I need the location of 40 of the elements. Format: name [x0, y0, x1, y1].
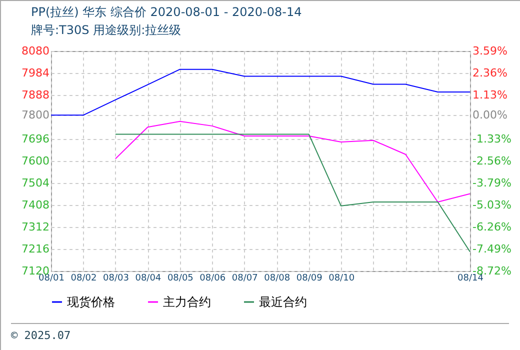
x-tick-label: 08/03: [102, 274, 129, 284]
y-tick-label: 7800: [22, 108, 50, 122]
chart-subtitle: 牌号:T30S 用途级别:拉丝级: [31, 23, 182, 37]
y2-tick-label: -3.79%: [472, 176, 512, 190]
y2-tick-label: -1.33%: [472, 132, 512, 146]
y-tick-label: 7888: [22, 88, 50, 102]
x-tick-label: 08/07: [232, 274, 258, 284]
x-tick-label: 08/10: [328, 274, 355, 284]
y2-tick-label: -6.26%: [472, 220, 512, 234]
y-tick-label: 7312: [22, 220, 50, 234]
y-tick-label: 7696: [22, 132, 50, 146]
y-tick-label: 7408: [22, 198, 50, 212]
y2-tick-label: 3.59%: [472, 44, 508, 58]
y2-tick-label: -2.56%: [472, 154, 512, 168]
y2-tick-label: -5.03%: [472, 198, 512, 212]
y2-tick-label: 1.13%: [472, 88, 508, 102]
line-series: [50, 68, 470, 116]
legend-label: 现货价格: [67, 295, 115, 309]
legend-label: 主力合约: [163, 295, 211, 309]
y-tick-label: 7504: [22, 176, 50, 190]
x-tick-label: 08/04: [135, 274, 162, 284]
line-series: [114, 120, 470, 203]
y-tick-label: 8080: [22, 44, 50, 58]
x-tick-label: 08/08: [264, 274, 290, 284]
x-tick-label: 08/06: [200, 274, 226, 284]
x-tick-label: 08/01: [38, 274, 64, 284]
text: © 2025.07: [11, 329, 71, 342]
x-tick-label: 08/05: [167, 274, 194, 284]
x-tick-label: 08/09: [296, 274, 323, 284]
x-tick-label: 08/02: [70, 274, 97, 284]
y2-tick-label: 0.00%: [472, 108, 508, 122]
y-tick-label: 7216: [22, 242, 50, 256]
x-tick-label: 08/14: [458, 274, 484, 284]
y2-tick-label: 2.36%: [472, 66, 508, 80]
y-tick-label: 7600: [22, 154, 50, 168]
y2-tick-label: -7.49%: [472, 242, 512, 256]
legend-label: 最近合约: [259, 295, 307, 309]
y-tick-label: 7984: [22, 66, 50, 80]
line-series: [114, 134, 470, 252]
chart-title: PP(拉丝) 华东 综合价 2020-08-01 - 2020-08-14: [31, 5, 302, 19]
